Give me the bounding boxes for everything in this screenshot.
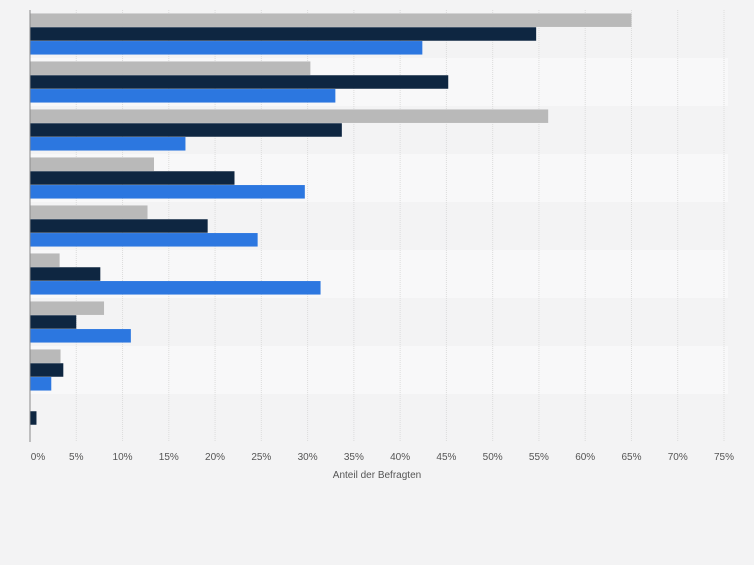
x-tick-label: 0% [31, 452, 46, 463]
bar[interactable] [30, 349, 61, 363]
x-tick-label: 20% [205, 452, 225, 463]
bar[interactable] [30, 75, 449, 89]
bar[interactable] [30, 219, 208, 233]
bar[interactable] [30, 137, 186, 151]
bar[interactable] [30, 363, 64, 377]
x-tick-label: 55% [529, 452, 549, 463]
bar[interactable] [30, 27, 537, 41]
bar[interactable] [30, 329, 131, 343]
x-tick-label: 25% [251, 452, 271, 463]
bar[interactable] [30, 301, 105, 315]
row-band [30, 346, 728, 394]
row-band [30, 394, 728, 442]
bar[interactable] [30, 267, 101, 281]
bar[interactable] [30, 315, 77, 329]
x-tick-label: 10% [113, 452, 133, 463]
bar[interactable] [30, 281, 321, 295]
x-tick-label: 35% [344, 452, 364, 463]
x-tick-label: 70% [668, 452, 688, 463]
bar[interactable] [30, 253, 60, 267]
x-tick-label: 40% [390, 452, 410, 463]
x-tick-label: 50% [483, 452, 503, 463]
bar[interactable] [30, 411, 37, 425]
x-tick-labels: 0% 5% 10% 15% 20% 25% 30% 35% 40% 45% 50% 55% 60% 65%… [31, 452, 734, 463]
x-tick-label: 60% [575, 452, 595, 463]
x-tick-label: 30% [298, 452, 318, 463]
bars [30, 13, 632, 425]
row-band [30, 298, 728, 346]
x-tick-label: 75% [714, 452, 734, 463]
bar[interactable] [30, 13, 632, 27]
bar[interactable] [30, 157, 154, 171]
bar[interactable] [30, 377, 52, 391]
bar[interactable] [30, 89, 336, 103]
x-axis-label: Anteil der Befragten [333, 470, 421, 481]
bar[interactable] [30, 205, 148, 219]
x-tick-label: 15% [159, 452, 179, 463]
bar[interactable] [30, 171, 235, 185]
bar[interactable] [30, 61, 311, 75]
bar[interactable] [30, 185, 305, 199]
bar[interactable] [30, 41, 423, 55]
x-tick-label: 65% [621, 452, 641, 463]
x-tick-label: 5% [69, 452, 84, 463]
x-tick-label: 45% [436, 452, 456, 463]
bar[interactable] [30, 109, 549, 123]
bar[interactable] [30, 233, 258, 247]
bar[interactable] [30, 123, 342, 137]
